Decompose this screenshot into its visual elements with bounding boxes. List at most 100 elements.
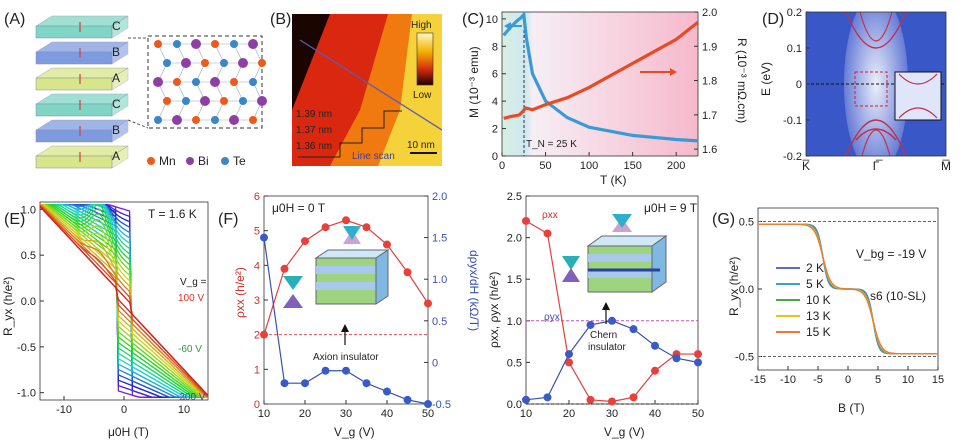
- hysteresis-sweep-down: [40, 204, 208, 398]
- layer-slab: [35, 103, 113, 117]
- f1-ylabel-right: dρyx/dH (kΩ/T): [467, 250, 481, 331]
- panel-c-label: (C): [462, 11, 484, 28]
- y-tick-label: 6: [254, 191, 260, 203]
- plot-g-series: [758, 223, 938, 355]
- rhoxx9t-point: [651, 366, 659, 375]
- drhoyx-point: [342, 366, 350, 375]
- atom: [191, 39, 201, 49]
- height-profile: [298, 110, 402, 158]
- y2-tick-label: 1.9: [702, 41, 717, 53]
- hysteresis-sweep-down: [40, 204, 208, 398]
- panel-b-label: (B): [270, 11, 291, 28]
- drhoyx-point: [424, 400, 432, 408]
- rhoyx9t-point: [565, 350, 573, 359]
- y-tick-label: 2.5: [507, 191, 522, 203]
- plot-c-axes: 0 50 100 150 200 0 2 4 6 8 10 1.6 1.7 1.8 1.9 2.0: [486, 7, 718, 172]
- rhoxx9t-point: [543, 229, 552, 238]
- legend-entry: 13 K: [806, 309, 831, 323]
- y-tick-label: -1.0: [17, 388, 36, 400]
- f2-rhoxx-label: ρxx: [542, 210, 558, 221]
- atom: [153, 77, 163, 87]
- atom: [201, 59, 209, 67]
- y-tick-label: 2.0: [507, 233, 522, 245]
- y2-tick-label: 1.5: [432, 233, 447, 245]
- f2-title: μ0H = 9 T: [644, 201, 698, 215]
- layer-side: [111, 41, 129, 65]
- rhoxx9t-point: [694, 350, 702, 359]
- x-tick-label: 30: [606, 408, 618, 420]
- y2-tick-label: 1.0: [432, 274, 447, 286]
- crystal-inset-frame: [147, 35, 263, 129]
- panel-e: (E) -10 0 10 1.0 0.5 0.0 -0.5 -1.0 T = 1.6 K V_…: [1, 201, 209, 439]
- legend-entry: 2 K: [806, 261, 824, 275]
- rhoyx9t-point: [694, 358, 702, 367]
- atom: [210, 77, 220, 87]
- atom: [172, 115, 182, 125]
- plot-f2-frame: [525, 195, 699, 405]
- drhoyx-point: [403, 395, 412, 404]
- y-tick-label: 1.0: [507, 316, 522, 328]
- k-point-label: K̅: [802, 159, 810, 173]
- panel-a-label: (A): [4, 11, 25, 28]
- panel-b: (B) High Low 1.39 nm 1.37 nm 1.36 nm Lin…: [270, 11, 442, 166]
- c-ylabel-left: M (10⁻³ emu): [467, 46, 481, 118]
- axion-arrowhead: [341, 324, 349, 332]
- legend-entry: 15 K: [806, 325, 831, 339]
- panel-f-label: (F): [218, 211, 238, 228]
- afm-image: [292, 14, 442, 166]
- drhoyx-point: [260, 233, 268, 242]
- plot-f2-series: [522, 216, 702, 406]
- drhoyx-point: [301, 379, 309, 388]
- legend-mn: Mn: [159, 154, 176, 168]
- rhoxx9t-point: [629, 393, 638, 402]
- panel-f-left: (F) 10 20 30 40 50 0 1 2 3 4 5 6 -0.5 0 0.5 1.0 1.5 2.0 μ…: [218, 191, 481, 439]
- rhoxx-point: [424, 299, 432, 308]
- y-tick-label: 4: [254, 260, 260, 272]
- hysteresis-sweep-down: [40, 204, 208, 398]
- atom: [173, 78, 181, 86]
- atom: [182, 97, 190, 105]
- atom: [211, 116, 219, 124]
- x-tick-label: 10: [258, 408, 270, 420]
- hysteresis-sweep-down: [39, 206, 209, 396]
- atom: [220, 59, 228, 67]
- x-tick-label: 0: [845, 374, 851, 386]
- axion-cartoon: [283, 226, 390, 308]
- layer-label: A: [112, 71, 120, 85]
- layer-side: [111, 15, 129, 39]
- layer-slab: [35, 25, 113, 39]
- x-tick-label: 20: [299, 408, 311, 420]
- e-ylabel: R_yx (h/e²): [1, 277, 15, 336]
- layer-label: A: [112, 149, 120, 163]
- m-arrowhead: [504, 22, 511, 30]
- y-tick-label: 1.5: [507, 274, 522, 286]
- rhoxx-point: [403, 268, 412, 277]
- atom: [154, 116, 162, 124]
- y2-tick-label: 0.5: [432, 316, 447, 328]
- y-tick-label: 2: [492, 124, 498, 136]
- plot-f1-series: [260, 216, 432, 408]
- x-tick-label: 40: [649, 408, 661, 420]
- f2-ylabel: ρxx, ρyx (h/e²): [487, 272, 501, 348]
- y2-tick-label: -0.5: [432, 399, 451, 411]
- k-point-label: Γ̅: [873, 159, 884, 173]
- plot-c-area: [501, 11, 699, 157]
- c-ylabel-right: R (10⁻³ mΩ.cm): [735, 38, 749, 123]
- plot-g-legend: 2 K 5 K 10 K 13 K 15 K: [776, 261, 831, 339]
- atom: [249, 116, 257, 124]
- y-tick-label: -0.5: [735, 352, 754, 364]
- x-tick-label: 50: [422, 408, 434, 420]
- rhoxx-point: [260, 330, 268, 339]
- f1-xlabel: V_g (V): [334, 425, 375, 439]
- k-point-label: M̅: [941, 159, 951, 173]
- x-tick-label: 150: [623, 160, 641, 172]
- x-tick-label: 20: [563, 408, 575, 420]
- chern-arrowhead: [602, 302, 610, 310]
- e-vg-label: V_g =: [180, 277, 207, 288]
- rhoyx9t-point: [522, 395, 530, 404]
- ryx-curve-4: [758, 223, 938, 355]
- plot-e-axes: -10 0 10 1.0 0.5 0.0 -0.5 -1.0: [17, 204, 190, 416]
- legend-dot-te: [221, 157, 229, 165]
- y-tick-label: -0.1: [783, 115, 802, 127]
